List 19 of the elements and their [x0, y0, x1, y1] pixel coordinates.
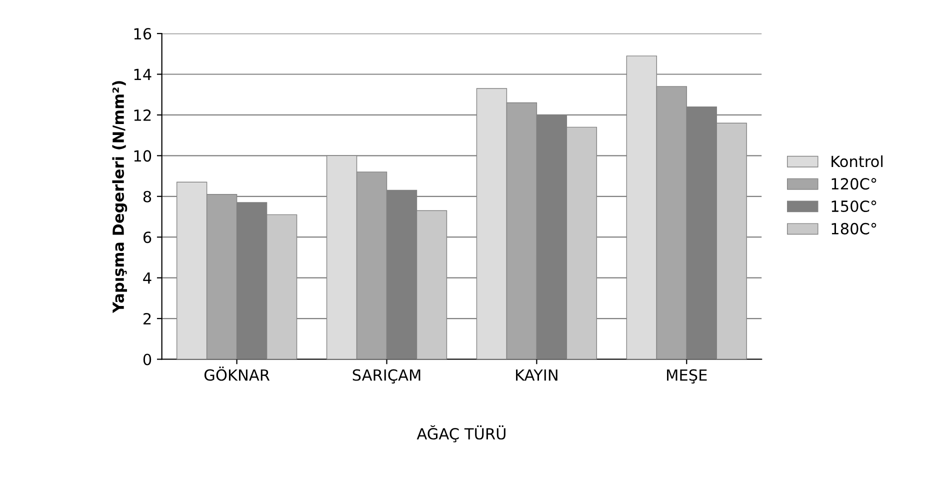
legend-label: 180C°: [832, 222, 876, 234]
y-tick-label: 16: [134, 28, 152, 40]
y-tick-label: 0: [143, 354, 152, 366]
y-tick-label: 6: [143, 232, 152, 244]
x-tick-label: KAYIN: [516, 369, 558, 381]
x-tick-label: SARIÇAM: [352, 369, 420, 384]
x-tick-label: GÖKNAR: [204, 366, 270, 381]
x-axis-title: AĞAÇ TÜRÜ: [416, 425, 506, 442]
y-tick-label: 12: [134, 109, 151, 121]
y-tick-label: 2: [144, 313, 151, 324]
legend-label: 150C°: [832, 200, 876, 212]
legend-label: 120C°: [832, 178, 876, 190]
y-tick-label: 14: [134, 68, 152, 80]
y-tick-label: 10: [134, 150, 152, 162]
x-tick-label: MEŞE: [667, 369, 707, 384]
y-tick-label: 8: [143, 190, 152, 202]
y-axis-title: Yapışma Degerleri (N/mm²): [112, 81, 128, 314]
legend-label: Kontrol: [832, 155, 882, 168]
y-tick-label: 4: [143, 272, 152, 284]
